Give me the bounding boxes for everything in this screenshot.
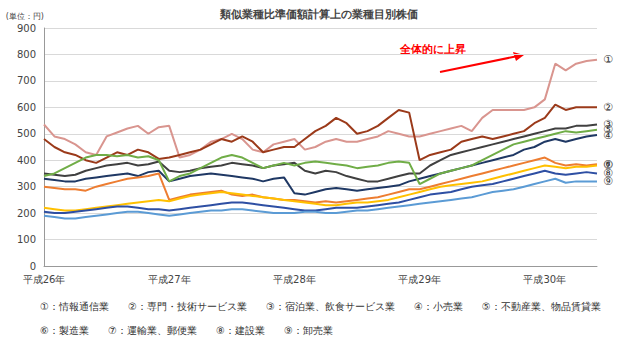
svg-text:⑨: ⑨ xyxy=(603,175,613,188)
svg-text:平成26年: 平成26年 xyxy=(23,274,66,285)
svg-text:200: 200 xyxy=(17,208,36,219)
svg-text:③：宿泊業、飲食サービス業: ③：宿泊業、飲食サービス業 xyxy=(266,301,395,312)
svg-text:0: 0 xyxy=(30,261,36,272)
svg-text:600: 600 xyxy=(17,102,36,113)
svg-text:②: ② xyxy=(603,101,613,114)
svg-text:⑤: ⑤ xyxy=(603,123,613,136)
svg-text:平成27年: 平成27年 xyxy=(148,274,191,285)
svg-text:800: 800 xyxy=(17,49,36,60)
svg-text:⑧：建設業: ⑧：建設業 xyxy=(216,325,265,336)
svg-text:500: 500 xyxy=(17,128,36,139)
svg-text:⑤：不動産業、物品賃貸業: ⑤：不動産業、物品賃貸業 xyxy=(482,301,601,312)
svg-text:②：専門・技術サービス業: ②：専門・技術サービス業 xyxy=(128,301,247,312)
svg-text:700: 700 xyxy=(17,75,36,86)
svg-text:⑦: ⑦ xyxy=(603,159,613,172)
svg-text:⑥：製造業: ⑥：製造業 xyxy=(40,325,89,336)
svg-text:300: 300 xyxy=(17,181,36,192)
svg-text:⑦：運輸業、郵便業: ⑦：運輸業、郵便業 xyxy=(108,325,197,336)
svg-text:④：小売業: ④：小売業 xyxy=(414,301,463,312)
svg-text:平成30年: 平成30年 xyxy=(523,274,566,285)
svg-text:100: 100 xyxy=(17,234,36,245)
svg-text:400: 400 xyxy=(17,155,36,166)
svg-text:①：情報通信業: ①：情報通信業 xyxy=(40,301,109,312)
svg-text:平成29年: 平成29年 xyxy=(398,274,441,285)
svg-text:全体的に上昇: 全体的に上昇 xyxy=(400,43,466,56)
svg-text:⑧: ⑧ xyxy=(603,166,613,180)
svg-text:類似業種比準価額計算上の業種目別株価: 類似業種比準価額計算上の業種目別株価 xyxy=(219,8,418,21)
svg-text:平成28年: 平成28年 xyxy=(273,274,316,285)
svg-text:①: ① xyxy=(603,53,613,66)
svg-text:900: 900 xyxy=(17,23,36,34)
svg-text:⑨：卸売業: ⑨：卸売業 xyxy=(284,325,333,336)
svg-text:(単位：円): (単位：円) xyxy=(6,12,44,21)
